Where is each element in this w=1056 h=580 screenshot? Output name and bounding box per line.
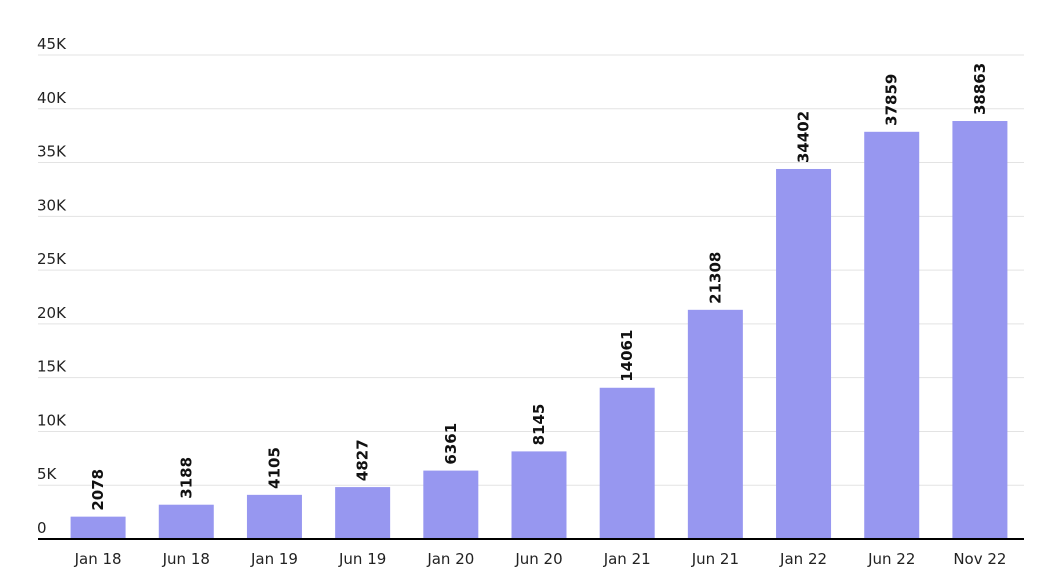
x-tick-label: Jun 21 [691,550,739,568]
y-tick-label: 25K [37,250,67,268]
bar [864,131,920,539]
x-tick-label: Jun 20 [514,550,562,568]
y-tick-label: 10K [37,411,67,429]
x-tick-label: Jan 18 [74,550,122,568]
bar [511,451,567,539]
x-tick-label: Jan 21 [603,550,651,568]
data-label: 3188 [177,457,195,499]
bar [423,470,479,539]
x-tick-label: Jun 19 [338,550,386,568]
bar [599,387,655,539]
bar [335,487,391,539]
bar [246,494,302,539]
data-label: 34402 [795,111,813,163]
x-tick-label: Jun 18 [162,550,210,568]
gridlines [38,54,1024,486]
data-label: 37859 [883,74,901,126]
x-tick-label: Jan 19 [250,550,298,568]
bar [70,516,126,539]
data-label: 21308 [706,252,724,304]
data-label: 4105 [265,447,283,489]
x-tick-label: Nov 22 [953,550,1006,568]
y-tick-label: 45K [37,35,67,53]
bar [158,504,214,539]
x-tick-label: Jan 20 [426,550,474,568]
data-label: 38863 [971,63,989,115]
x-tick-label: Jun 22 [867,550,915,568]
y-axis-ticks: 0 5K 10K 15K 20K 25K 30K 35K 40K 45K [37,35,67,537]
y-tick-label: 5K [37,465,58,483]
bars [70,121,1008,540]
x-tick-label: Jan 22 [779,550,827,568]
x-axis-ticks: Jan 18 Jun 18 Jan 19 Jun 19 Jan 20 Jun 20 Jan … [74,550,1007,568]
data-label: 4827 [354,439,372,481]
data-label: 14061 [618,330,636,382]
y-tick-label: 35K [37,143,67,161]
data-label: 6361 [442,423,460,465]
y-tick-label: 15K [37,358,67,376]
data-label: 8145 [530,404,548,446]
y-tick-label: 30K [37,196,67,214]
bar [776,168,832,540]
bar [952,121,1008,540]
data-label: 2078 [89,469,107,511]
y-tick-label: 0 [37,519,47,537]
bar [687,309,743,539]
y-tick-label: 20K [37,304,67,322]
data-labels: 2078 3188 4105 4827 6361 8145 14061 21308 34402 3… [89,63,989,511]
y-tick-label: 40K [37,89,67,107]
